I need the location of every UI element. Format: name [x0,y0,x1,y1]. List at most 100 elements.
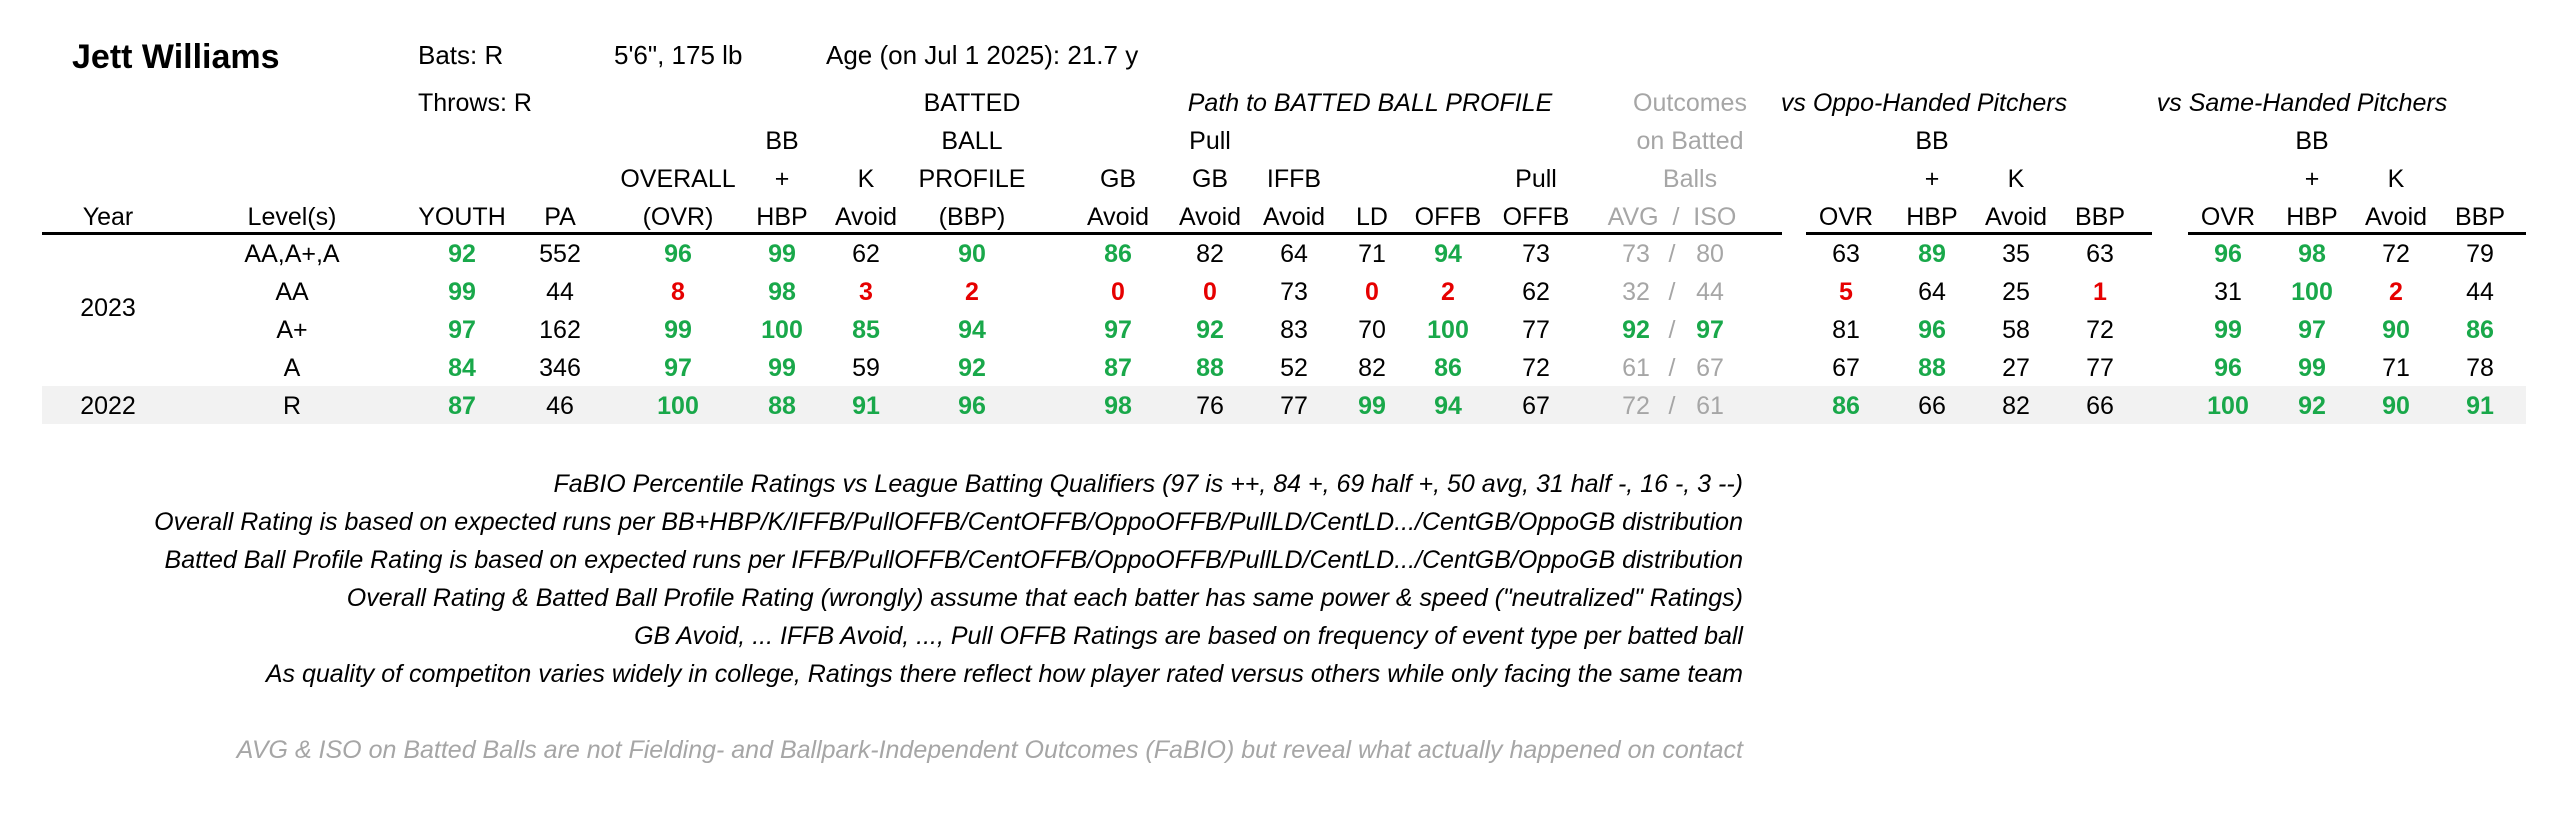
ld-cell: 70 [1358,316,1386,344]
col-oppo-k-1: K [2007,165,2025,193]
row-shade-2022 [42,386,2526,424]
note-line: Batted Ball Profile Rating is based on e… [164,546,1743,574]
youth-cell: 92 [448,240,476,268]
bbhbp-cell: 99 [768,240,796,268]
bbp-cell: 94 [958,316,986,344]
col-bbp-1: BATTED [923,89,1021,117]
footnote: AVG & ISO on Batted Balls are not Fieldi… [236,736,1743,764]
iso-cell: 61 [1696,392,1724,420]
s_ovr-cell: 96 [2214,354,2242,382]
s_k-cell: 72 [2382,240,2410,268]
col-ld: LD [1356,203,1388,231]
col-kavoid-2: Avoid [834,203,898,231]
gbavoid-cell: 87 [1104,354,1132,382]
ovr-cell: 96 [664,240,692,268]
s_bb-cell: 97 [2298,316,2326,344]
col-same-k-1: K [2387,165,2405,193]
youth-cell: 87 [448,392,476,420]
avg-iso-separator: / [1668,278,1676,306]
o_ovr-cell: 86 [1832,392,1860,420]
s_ovr-cell: 99 [2214,316,2242,344]
pa-cell: 552 [539,240,581,268]
s_bbp-cell: 44 [2466,278,2494,306]
kavoid-cell: 62 [852,240,880,268]
ovr-cell: 100 [657,392,699,420]
youth-cell: 84 [448,354,476,382]
col-iffb-1: IFFB [1266,165,1322,193]
col-overall-2: (OVR) [642,203,714,231]
col-overall-1: OVERALL [620,165,736,193]
col-pullgb-2: GB [1191,165,1229,193]
ovr-cell: 99 [664,316,692,344]
col-bbp-4: (BBP) [938,203,1006,231]
outcomes-header-1: Outcomes [1633,89,1747,117]
col-pulloffb-1: Pull [1515,165,1557,193]
o_ovr-cell: 5 [1839,278,1853,306]
o_k-cell: 58 [2002,316,2030,344]
pulloffb-cell: 67 [1522,392,1550,420]
kavoid-cell: 59 [852,354,880,382]
o_bb-cell: 89 [1918,240,1946,268]
pulloffb-cell: 77 [1522,316,1550,344]
gbavoid-cell: 97 [1104,316,1132,344]
iffb-cell: 83 [1280,316,1308,344]
s_bbp-cell: 79 [2466,240,2494,268]
col-bbhbp-3: HBP [756,203,808,231]
col-pulloffb-2: OFFB [1502,203,1570,231]
col-pullgb-1: Pull [1189,127,1231,155]
pa-cell: 44 [546,278,574,306]
gbavoid-cell: 98 [1104,392,1132,420]
iffb-cell: 52 [1280,354,1308,382]
col-gbavoid-2: Avoid [1086,203,1150,231]
bbp-cell: 90 [958,240,986,268]
player-name: Jett Williams [72,38,280,76]
o_bb-cell: 66 [1918,392,1946,420]
o_bbp-cell: 77 [2086,354,2114,382]
iffb-cell: 77 [1280,392,1308,420]
bbp-cell: 2 [965,278,979,306]
col-same-bb-3: HBP [2286,203,2338,231]
col-levels: Level(s) [247,203,337,231]
s_k-cell: 90 [2382,392,2410,420]
o_ovr-cell: 81 [1832,316,1860,344]
col-bbp-2: BALL [941,127,1003,155]
kavoid-cell: 91 [852,392,880,420]
col-oppo-bb-1: BB [1915,127,1949,155]
col-kavoid-1: K [857,165,875,193]
s_ovr-cell: 31 [2214,278,2242,306]
col-oppo-bb-2: + [1924,165,1940,193]
o_bbp-cell: 66 [2086,392,2114,420]
gbavoid-cell: 86 [1104,240,1132,268]
col-gbavoid-1: GB [1099,165,1137,193]
col-same-bbp: BBP [2454,203,2506,231]
note-line: As quality of competiton varies widely i… [265,660,1743,688]
o_k-cell: 25 [2002,278,2030,306]
s_bb-cell: 98 [2298,240,2326,268]
ovr-cell: 8 [671,278,685,306]
col-youth: YOUTH [418,203,506,231]
year-cell: 2023 [80,294,136,322]
same-group-header: vs Same-Handed Pitchers [2156,89,2448,117]
level-cell: A [283,354,301,382]
col-pullgb-3: Avoid [1178,203,1242,231]
pa-cell: 46 [546,392,574,420]
note-line: Overall Rating is based on expected runs… [154,508,1743,536]
throws-info: Throws: R [418,89,532,117]
avg-cell: 61 [1622,354,1650,382]
s_ovr-cell: 100 [2207,392,2249,420]
o_bbp-cell: 72 [2086,316,2114,344]
offb-cell: 94 [1434,240,1462,268]
level-cell: R [282,392,302,420]
level-cell: AA [275,278,309,306]
s_bb-cell: 92 [2298,392,2326,420]
s_bb-cell: 99 [2298,354,2326,382]
col-avgiso: AVG / ISO [1607,203,1737,231]
iso-cell: 97 [1696,316,1724,344]
o_bbp-cell: 1 [2093,278,2107,306]
bbp-cell: 92 [958,354,986,382]
s_bbp-cell: 91 [2466,392,2494,420]
bbhbp-cell: 99 [768,354,796,382]
o_k-cell: 27 [2002,354,2030,382]
gbavoid-cell: 0 [1111,278,1125,306]
col-bbp-3: PROFILE [918,165,1026,193]
